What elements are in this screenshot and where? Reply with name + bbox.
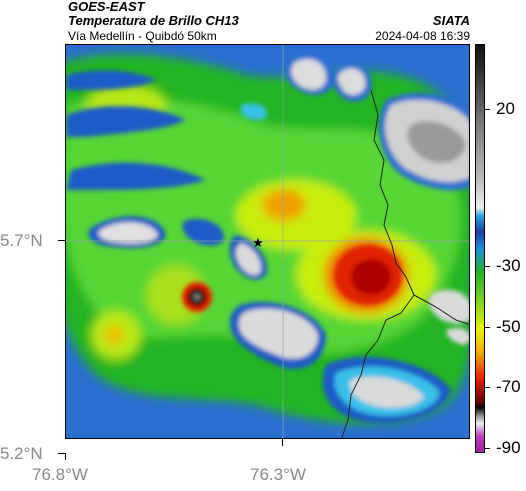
organization-label: SIATA	[432, 13, 470, 28]
border-line-east	[413, 294, 469, 325]
lat-tick	[58, 453, 65, 454]
satellite-map[interactable]: ★	[65, 44, 470, 439]
colorbar-label: 20	[496, 99, 515, 118]
colorbar-tick	[485, 387, 490, 388]
lon-tick	[65, 453, 66, 460]
colorbar-tick	[485, 448, 490, 449]
colorbar	[475, 44, 485, 453]
colorbar-label: -50	[496, 317, 521, 336]
lon-tick	[282, 439, 283, 446]
lon-label-1: 76.8°W	[32, 465, 88, 484]
colorbar-tick	[485, 327, 490, 328]
product-title: Temperatura de Brillo CH13	[68, 13, 239, 28]
timestamp-label: 2024-04-08 16:39	[375, 29, 470, 43]
colorbar-label: -70	[496, 377, 521, 396]
region-label: Vía Medellín - Quibdó 50km	[68, 29, 217, 43]
satellite-title: GOES-EAST	[68, 0, 145, 14]
lat-label-1: 5.7°N	[0, 231, 43, 250]
lat-tick	[58, 240, 65, 241]
colorbar-tick	[485, 109, 490, 110]
colorbar-label: -30	[496, 256, 521, 275]
star-icon[interactable]: ★	[252, 235, 264, 250]
lat-label-2: 5.2°N	[0, 444, 43, 463]
colorbar-label: -90	[496, 438, 521, 457]
border-line	[341, 89, 415, 438]
lon-label-2: 76.3°W	[250, 465, 306, 484]
brightness-temperature-field: ★	[66, 45, 469, 438]
colorbar-tick	[485, 266, 490, 267]
